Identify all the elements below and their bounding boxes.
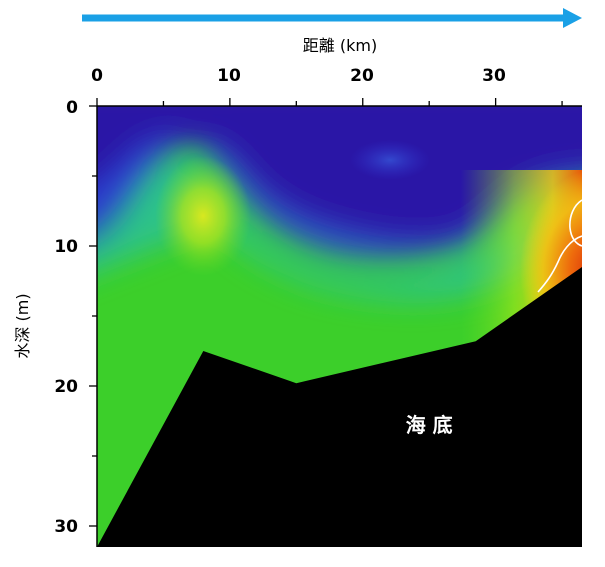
x-tick-label-20: 20	[350, 66, 374, 86]
y-axis-ticks	[89, 105, 97, 527]
x-axis-ticks	[96, 98, 563, 106]
x-tick-label-10: 10	[217, 66, 241, 86]
y-tick-label-20: 20	[54, 377, 78, 397]
x-tick-label-30: 30	[482, 66, 506, 86]
y-axis-title: 水深 (m)	[13, 293, 32, 358]
x-tick-label-0: 0	[91, 66, 103, 86]
seabed-polygon	[97, 267, 582, 547]
direction-arrow	[82, 8, 582, 28]
contour-line-outer	[537, 235, 582, 293]
direction-arrow-head	[563, 8, 582, 28]
seabed-label: 海 底	[406, 413, 453, 437]
x-axis-title: 距離 (km)	[303, 36, 377, 55]
y-tick-label-0: 0	[66, 98, 78, 118]
y-tick-label-10: 10	[54, 237, 78, 257]
y-tick-label-30: 30	[54, 517, 78, 537]
contour-line-inner	[569, 199, 582, 247]
